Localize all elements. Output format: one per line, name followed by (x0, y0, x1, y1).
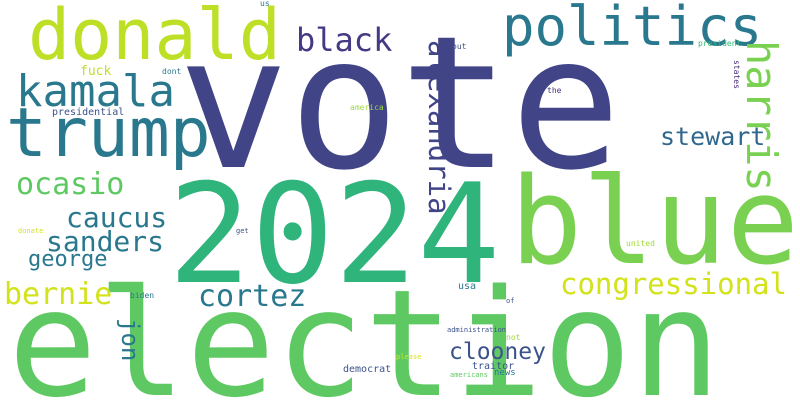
word-caucus: caucus (66, 201, 168, 234)
word-clooney: clooney (449, 339, 546, 365)
word-us: us (260, 0, 270, 8)
word-please: please (396, 353, 422, 361)
word-jon: jon (116, 318, 144, 362)
word-presidential: presidential (52, 107, 125, 118)
word-george: george (28, 247, 108, 272)
word-of: of (506, 297, 515, 305)
word-blue: blue (510, 153, 799, 292)
word-news: news (494, 368, 516, 378)
word-biden: biden (130, 291, 155, 300)
word-out: out (452, 42, 467, 51)
word-the: the (547, 86, 562, 95)
word-trump: trump (6, 94, 211, 173)
word-election: election (8, 258, 721, 400)
word-not: not (506, 333, 521, 342)
word-bernie: bernie (4, 277, 113, 312)
word-fuck: fuck (80, 64, 112, 79)
word-congressional: congressional (560, 267, 787, 301)
word-usa: usa (458, 281, 477, 292)
word-united: united (626, 239, 655, 248)
word-alexandria: alexandria (422, 40, 456, 215)
word-vote: vote (178, 0, 622, 211)
word-harris: harris (737, 40, 786, 192)
word-traitor: traitor (472, 361, 515, 372)
word-2024: 2024 (168, 154, 501, 315)
word-donald: donald (28, 0, 281, 76)
word-stewart: stewart (660, 122, 766, 151)
word-america: america (350, 103, 384, 112)
word-states: states (732, 60, 741, 89)
word-donate: donate (18, 227, 44, 235)
word-president: president (698, 39, 742, 48)
word-cortez: cortez (198, 279, 307, 314)
word-black: black (296, 21, 393, 59)
word-politics: politics (502, 0, 763, 58)
word-americans: americans (450, 371, 488, 379)
word-administration: administration (447, 326, 507, 334)
word-kamala: kamala (16, 66, 175, 117)
word-get: get (236, 227, 249, 235)
word-democrat: democrat (343, 364, 392, 375)
word-ocasio: ocasio (16, 167, 125, 202)
word-sanders: sanders (46, 225, 165, 258)
word-dont: dont (162, 67, 182, 76)
